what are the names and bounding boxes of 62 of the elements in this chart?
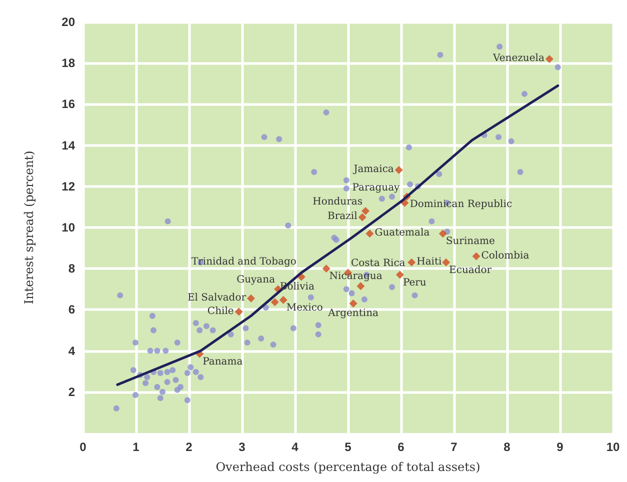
point bbox=[396, 270, 404, 279]
point bbox=[545, 54, 554, 63]
x-tick-label: 7 bbox=[450, 440, 458, 454]
point bbox=[279, 296, 288, 304]
annotation: Guatemala bbox=[374, 228, 430, 239]
point bbox=[322, 264, 330, 273]
annotation: Guyana bbox=[236, 274, 276, 286]
x-tick-label: 8 bbox=[504, 440, 511, 454]
annotation: Costa Rica bbox=[351, 258, 406, 270]
x-tick-label: 9 bbox=[556, 440, 564, 454]
y-tick-label: 10 bbox=[62, 220, 76, 234]
x-axis-title: Overhead costs (percentage of total assets) bbox=[216, 460, 480, 474]
point bbox=[247, 294, 256, 302]
point bbox=[361, 207, 370, 216]
point bbox=[394, 166, 403, 174]
annotation: El Salvador bbox=[188, 292, 246, 304]
x-tick-label: 2 bbox=[186, 440, 193, 454]
point bbox=[442, 258, 450, 266]
x-tick-label: 6 bbox=[398, 440, 405, 454]
point bbox=[270, 298, 279, 306]
y-tick-label: 6 bbox=[68, 302, 76, 317]
y-tick-label: 18 bbox=[62, 56, 76, 70]
annotation: Dominican Republic bbox=[410, 199, 512, 210]
annotation: Venezuela bbox=[492, 52, 544, 64]
annotation: Nicaragua bbox=[329, 271, 382, 282]
x-tick-label: 3 bbox=[238, 440, 246, 454]
point bbox=[438, 230, 447, 238]
y-tick-label: 12 bbox=[62, 179, 76, 194]
y-tick-label: 20 bbox=[62, 15, 76, 29]
point bbox=[358, 213, 366, 222]
point bbox=[234, 308, 243, 316]
x-tick-label: 1 bbox=[132, 440, 140, 454]
annotation: Honduras bbox=[312, 196, 362, 208]
annotation: Colombia bbox=[481, 250, 530, 262]
annotation: Brazil bbox=[328, 211, 358, 222]
point bbox=[472, 252, 480, 260]
annotation: Trinidad and Tobago bbox=[191, 256, 296, 268]
annotation: Suriname bbox=[446, 236, 496, 248]
point bbox=[408, 258, 416, 266]
x-tick-label: 0 bbox=[80, 440, 87, 454]
annotation: Ecuador bbox=[449, 264, 492, 276]
line-series bbox=[116, 84, 560, 386]
x-tick-label: 10 bbox=[606, 440, 620, 454]
y-tick-label: 2 bbox=[68, 384, 76, 399]
annotation: Haiti bbox=[416, 256, 442, 268]
annotation: Peru bbox=[402, 277, 427, 288]
y-tick-label: 16 bbox=[62, 97, 76, 112]
y-tick-label: 4 bbox=[68, 344, 76, 358]
annotation: Panama bbox=[202, 356, 243, 368]
x-tick-label: 5 bbox=[344, 440, 352, 454]
annotation: Paraguay bbox=[352, 182, 400, 194]
point bbox=[349, 300, 358, 308]
y-axis-title: Interest spread (percent) bbox=[22, 150, 36, 304]
point bbox=[356, 282, 365, 290]
annotation: Chile bbox=[207, 306, 234, 317]
y-tick-label: 14 bbox=[62, 138, 76, 152]
annotation: Jamaica bbox=[352, 164, 394, 175]
point bbox=[366, 230, 374, 238]
x-tick-label: 4 bbox=[292, 440, 299, 454]
annotation: Mexico bbox=[286, 302, 323, 314]
y-tick-label: 8 bbox=[68, 262, 76, 276]
annotation: Argentina bbox=[327, 308, 379, 320]
